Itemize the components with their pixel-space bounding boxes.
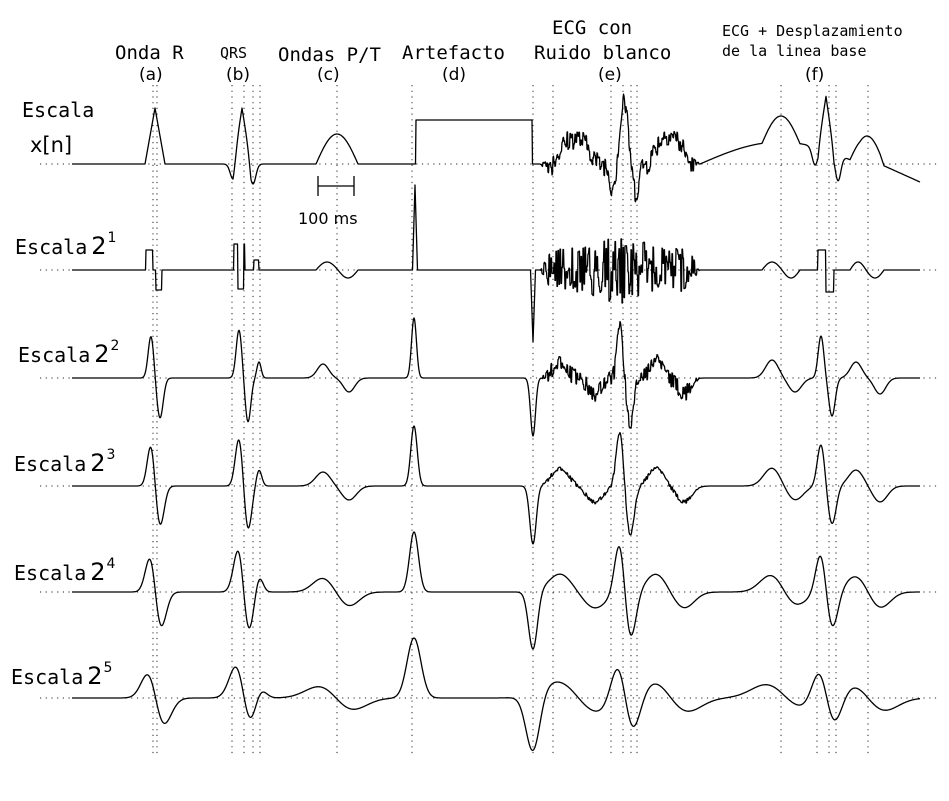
- tag-e: (e): [598, 65, 622, 85]
- row-label-scale-5: Escala 25: [11, 660, 113, 690]
- guide-lines: [40, 85, 940, 755]
- scale-bar-label: 100 ms: [298, 209, 358, 228]
- signal-traces: [71, 93, 921, 752]
- tag-d: (d): [442, 65, 467, 85]
- trace-row-0: [71, 93, 921, 203]
- row-label-scale-1: Escala 21: [15, 230, 117, 260]
- trace-row-4: [71, 531, 921, 650]
- tag-a: (a): [139, 65, 163, 85]
- row-label-x-word: Escala: [22, 98, 95, 122]
- header-ruido-blanco: Ruido blanco: [534, 42, 672, 64]
- row-label-scale-4: Escala 24: [14, 556, 116, 586]
- header-onda-r: Onda R: [115, 42, 184, 64]
- header-qrs: QRS: [220, 44, 248, 62]
- row-label-scale-3: Escala 23: [14, 447, 116, 477]
- trace-row-5: [71, 637, 921, 752]
- header-linea-base: de la linea base: [722, 42, 867, 60]
- header-ecg-con: ECG con: [552, 17, 633, 39]
- trace-row-2: [71, 317, 921, 437]
- header-artefacto: Artefacto: [402, 42, 505, 64]
- scale-bar: [317, 176, 355, 196]
- tag-b: (b): [226, 65, 251, 85]
- tag-c: (c): [317, 65, 340, 85]
- trace-row-3: [71, 425, 921, 545]
- row-label-x-symbol: x[n]: [30, 133, 73, 157]
- header-ecg-desplazamiento: ECG + Desplazamiento: [722, 22, 903, 40]
- row-label-scale-2: Escala 22: [18, 338, 120, 368]
- trace-row-1: [71, 184, 921, 343]
- header-ondas-pt: Ondas P/T: [278, 44, 381, 66]
- tag-f: (f): [805, 65, 825, 85]
